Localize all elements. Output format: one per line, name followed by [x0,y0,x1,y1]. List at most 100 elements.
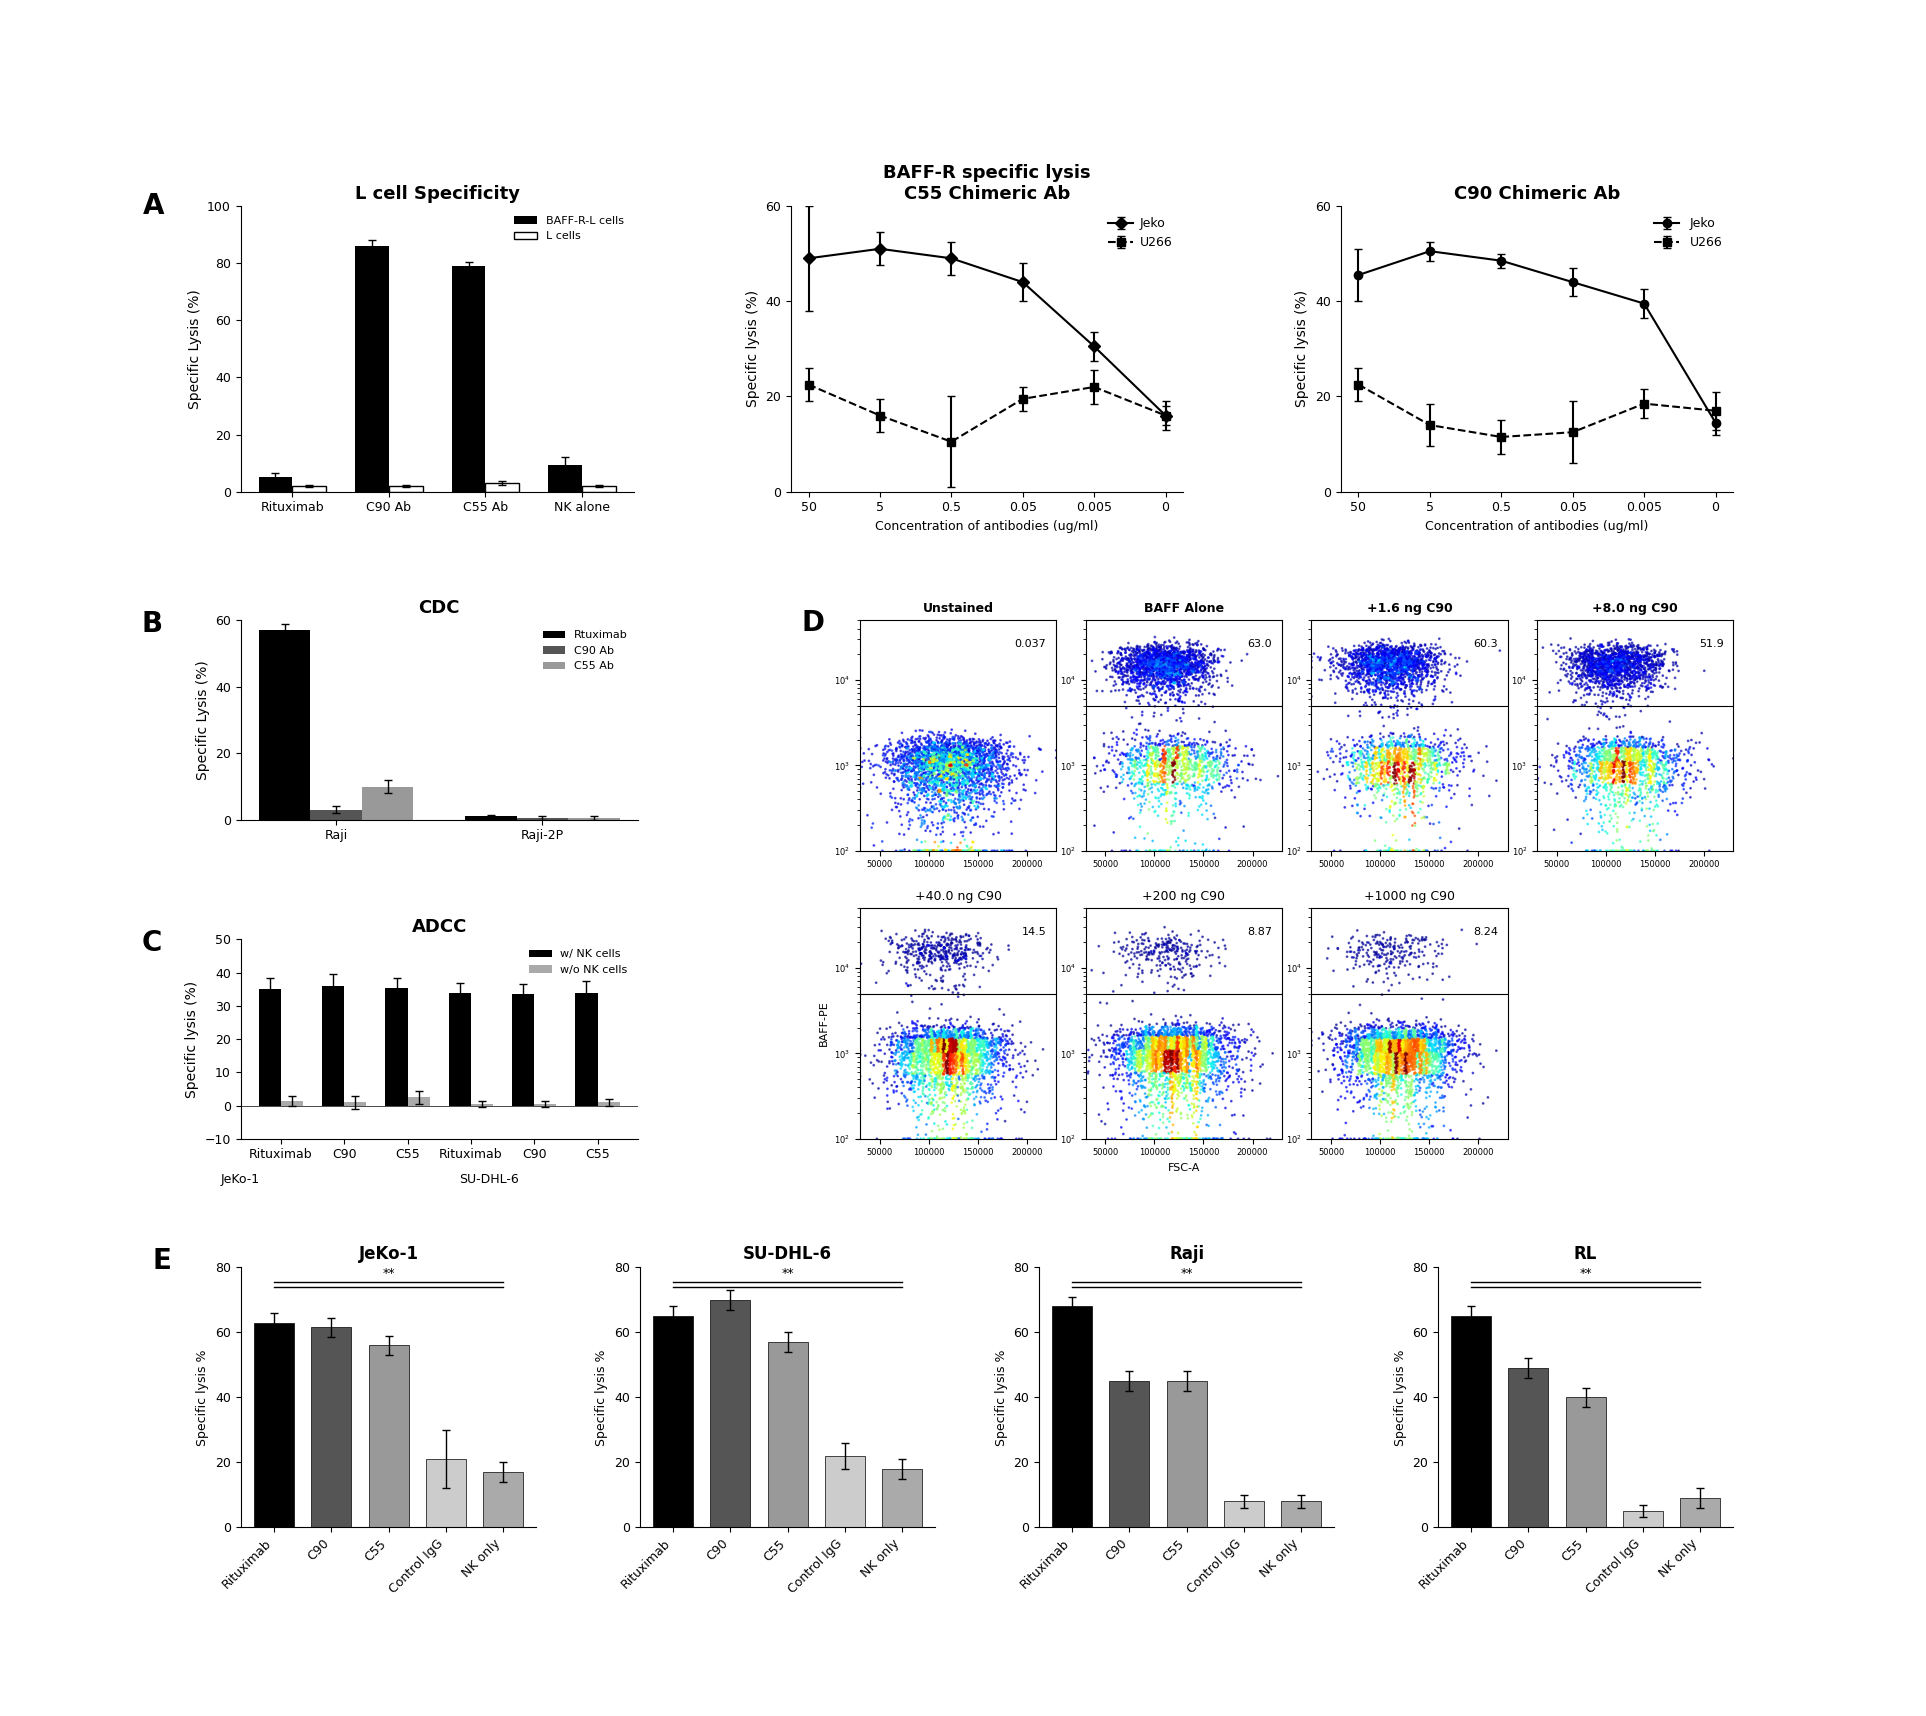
Point [1186,1035,1217,1062]
Point [1402,1126,1433,1153]
Point [1163,678,1194,705]
Point [1593,644,1624,671]
Point [1404,649,1435,676]
Point [886,1040,917,1067]
Point [938,1060,969,1088]
Point [1358,728,1389,755]
Point [1113,633,1144,661]
Point [1161,752,1192,779]
Point [1394,757,1425,784]
Point [1117,659,1148,686]
Point [1554,654,1585,681]
Point [1639,755,1670,782]
Point [953,769,984,796]
Point [934,758,965,786]
Point [1377,650,1408,678]
Point [1121,1035,1152,1062]
Point [1150,1050,1181,1078]
Point [1119,1031,1150,1059]
Point [1131,644,1161,671]
Point [934,801,965,829]
Title: BAFF-R specific lysis
C55 Chimeric Ab: BAFF-R specific lysis C55 Chimeric Ab [884,165,1090,202]
Point [950,740,980,767]
Point [957,1014,988,1042]
Point [940,1030,971,1057]
Point [1618,654,1649,681]
Point [1398,631,1429,659]
Point [969,781,1000,808]
Point [1631,746,1662,774]
Point [926,1018,957,1045]
Point [1354,1095,1385,1122]
Point [1620,673,1651,700]
Point [1111,731,1142,758]
Point [1173,642,1204,669]
Point [1154,650,1184,678]
Point [907,944,938,971]
Point [932,1023,963,1050]
Point [1387,1018,1418,1045]
Point [1464,740,1495,767]
Point [1589,647,1620,674]
Point [1325,1126,1356,1153]
Point [1377,1054,1408,1081]
Point [1416,644,1446,671]
Point [1346,657,1377,685]
Point [1375,1074,1406,1102]
Point [1439,1067,1470,1095]
Point [1362,767,1392,795]
Point [1562,638,1593,666]
Point [940,760,971,788]
Point [1319,659,1350,686]
Point [1626,635,1656,662]
Point [888,726,919,753]
Point [1146,752,1177,779]
Point [1400,812,1431,839]
Point [1421,837,1452,865]
Point [1335,642,1366,669]
Point [1429,746,1460,774]
Point [934,937,965,964]
Point [1183,1055,1213,1083]
Point [1215,1062,1246,1090]
Point [886,1042,917,1069]
Point [1637,758,1668,786]
Point [1614,772,1645,800]
Point [953,793,984,820]
Point [1146,764,1177,791]
Point [1396,678,1427,705]
Point [880,1050,911,1078]
Point [1450,1030,1481,1057]
Point [1154,1059,1184,1086]
Point [1181,1031,1211,1059]
Point [894,1047,924,1074]
Point [1340,642,1371,669]
Point [944,752,975,779]
Point [1389,669,1419,697]
Point [1188,733,1219,760]
Point [1364,1023,1394,1050]
Point [940,1019,971,1047]
Point [917,769,948,796]
Bar [345,1102,366,1105]
Point [1171,1030,1202,1057]
Point [994,1057,1025,1085]
Point [946,1043,976,1071]
Point [1389,743,1419,770]
Point [934,748,965,776]
Point [1379,1057,1410,1085]
Point [1575,645,1606,673]
Point [1150,1071,1181,1098]
Point [1129,656,1159,683]
Point [1626,736,1656,764]
Point [1142,664,1173,692]
Point [1154,649,1184,676]
Point [1425,1040,1456,1067]
Point [928,769,959,796]
Point [978,745,1009,772]
Point [913,1024,944,1052]
Point [1194,765,1225,793]
Point [1597,644,1627,671]
Point [1171,654,1202,681]
Point [1398,1024,1429,1052]
